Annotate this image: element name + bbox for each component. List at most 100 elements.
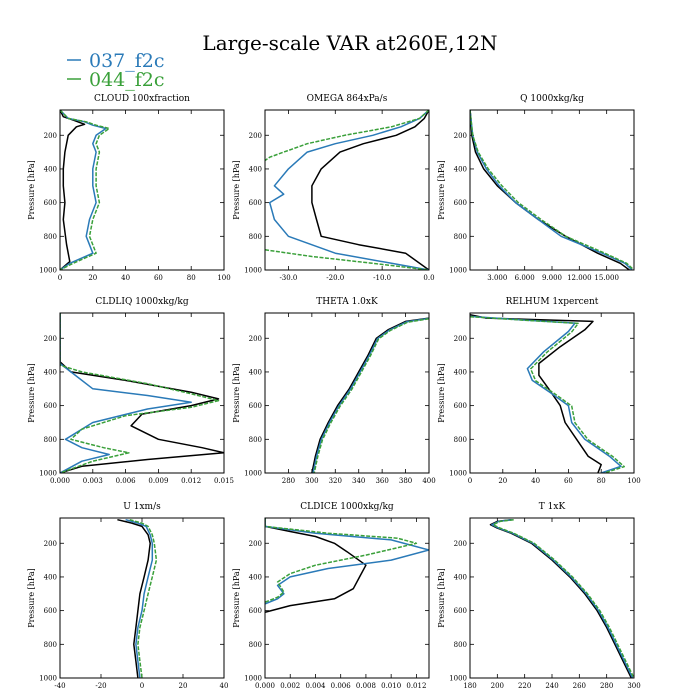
series-line-1 xyxy=(268,110,429,270)
x-tick-label: 0.004 xyxy=(305,682,326,690)
panel-1: OMEGA 864xPa/s Pressure [hPa] 200 400 600 800… xyxy=(232,94,435,282)
x-tick-label: 0.006 xyxy=(116,477,137,485)
y-tick-label: 200 xyxy=(44,540,57,548)
x-tick-label: 0.009 xyxy=(148,477,168,485)
panel-frame xyxy=(59,109,225,271)
x-tick-label: 0.002 xyxy=(280,682,300,690)
y-tick-label: 800 xyxy=(44,436,57,444)
panel-frame xyxy=(469,109,635,271)
x-tick-label: 360 xyxy=(375,477,388,485)
y-tick-label: 600 xyxy=(249,607,262,615)
panel-series-group xyxy=(60,110,110,270)
series-line-1 xyxy=(125,518,154,678)
x-tick-label: 40 xyxy=(220,682,229,690)
panel-series-group xyxy=(470,313,625,473)
x-tick-label: 0 xyxy=(58,274,62,282)
x-tick-label: 0.015 xyxy=(214,477,234,485)
y-tick-label: 1000 xyxy=(449,470,467,478)
panel-frame xyxy=(59,517,225,679)
y-axis-label: Pressure [hPa] xyxy=(232,363,241,423)
x-tick-label: 320 xyxy=(329,477,342,485)
panel-series-group xyxy=(265,110,429,270)
panel-title: CLDICE 1000xkg/kg xyxy=(300,502,394,512)
panel-series-group xyxy=(117,518,158,678)
y-tick-label: 400 xyxy=(249,573,262,581)
x-tick-label: 260 xyxy=(573,682,586,690)
panel-frame xyxy=(469,517,635,679)
x-tick-label: 0 xyxy=(468,477,472,485)
x-tick-label: -30.0 xyxy=(279,274,297,282)
y-axis-label: Pressure [hPa] xyxy=(27,568,36,628)
y-tick-label: 1000 xyxy=(39,267,57,275)
x-tick-label: 280 xyxy=(600,682,613,690)
x-tick-label: -40 xyxy=(54,682,65,690)
y-tick-label: 800 xyxy=(249,436,262,444)
series-line-0 xyxy=(470,110,630,270)
panel-series-group xyxy=(311,317,429,473)
y-tick-label: 400 xyxy=(44,573,57,581)
y-tick-label: 800 xyxy=(44,233,57,241)
x-tick-label: 0.006 xyxy=(331,682,352,690)
panel-3: CLDLIQ 1000xkg/kg Pressure [hPa] 200 400 600… xyxy=(27,297,234,485)
y-tick-label: 1000 xyxy=(449,267,467,275)
series-line-0 xyxy=(489,518,632,678)
x-tick-label: 240 xyxy=(545,682,558,690)
x-tick-label: 12.000 xyxy=(567,274,592,282)
x-tick-label: 200 xyxy=(491,682,504,690)
y-tick-label: 200 xyxy=(249,540,262,548)
series-line-0 xyxy=(470,313,602,473)
y-tick-label: 400 xyxy=(454,165,467,173)
y-axis-label: Pressure [hPa] xyxy=(27,160,36,220)
y-tick-label: 800 xyxy=(454,641,467,649)
x-tick-label: 280 xyxy=(282,477,295,485)
x-tick-label: 9.000 xyxy=(542,274,562,282)
series-line-2 xyxy=(313,317,429,473)
y-axis-label: Pressure [hPa] xyxy=(232,160,241,220)
series-line-0 xyxy=(117,518,151,678)
y-tick-label: 800 xyxy=(249,233,262,241)
y-tick-label: 200 xyxy=(44,132,57,140)
y-tick-label: 400 xyxy=(249,165,262,173)
x-tick-label: 0.010 xyxy=(381,682,401,690)
panel-title: THETA 1.0xK xyxy=(316,297,378,307)
x-tick-label: 0.000 xyxy=(255,682,275,690)
figure-title: Large-scale VAR at260E,12N xyxy=(202,31,497,55)
panel-title: RELHUM 1xpercent xyxy=(506,297,599,307)
y-tick-label: 1000 xyxy=(39,675,57,683)
x-tick-label: 380 xyxy=(399,477,412,485)
x-tick-label: 0 xyxy=(140,682,144,690)
x-tick-label: 15.000 xyxy=(594,274,619,282)
panel-title: OMEGA 864xPa/s xyxy=(307,94,388,104)
y-axis-label: Pressure [hPa] xyxy=(232,568,241,628)
x-tick-label: 100 xyxy=(627,477,640,485)
panel-4: THETA 1.0xK Pressure [hPa] 200 400 600 800 100… xyxy=(232,297,436,485)
y-tick-label: 600 xyxy=(44,199,57,207)
series-line-2 xyxy=(60,110,110,270)
x-tick-label: -10.0 xyxy=(373,274,391,282)
x-tick-label: 0.003 xyxy=(83,477,103,485)
series-line-1 xyxy=(60,110,107,270)
y-tick-label: 200 xyxy=(454,335,467,343)
y-tick-label: 1000 xyxy=(244,675,262,683)
x-tick-label: 340 xyxy=(352,477,365,485)
series-line-2 xyxy=(470,315,625,473)
y-tick-label: 200 xyxy=(249,132,262,140)
y-tick-label: 200 xyxy=(454,540,467,548)
panel-frame xyxy=(264,312,430,474)
legend: 037_f2c 044_f2c xyxy=(67,50,165,91)
series-line-2 xyxy=(492,518,634,678)
series-line-1 xyxy=(470,315,622,473)
series-line-1 xyxy=(265,518,429,605)
x-tick-label: 180 xyxy=(463,682,476,690)
series-line-1 xyxy=(312,317,429,473)
x-tick-label: 80 xyxy=(597,477,606,485)
y-tick-label: 800 xyxy=(249,641,262,649)
y-axis-label: Pressure [hPa] xyxy=(437,160,446,220)
panel-title: Q 1000xkg/kg xyxy=(520,94,584,104)
series-line-0 xyxy=(60,110,86,270)
y-tick-label: 200 xyxy=(249,335,262,343)
panel-frame xyxy=(264,517,430,679)
y-tick-label: 400 xyxy=(454,573,467,581)
